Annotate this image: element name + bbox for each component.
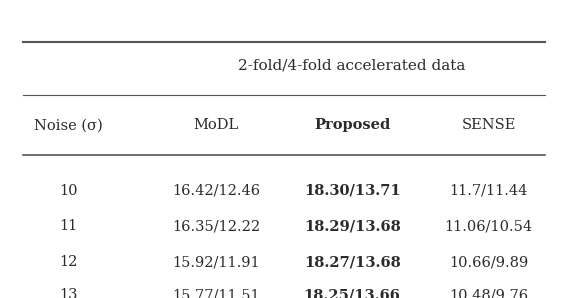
Text: Proposed: Proposed <box>314 118 390 132</box>
Text: 11: 11 <box>59 220 77 233</box>
Text: 18.30/13.71: 18.30/13.71 <box>304 184 400 198</box>
Text: 13: 13 <box>59 288 77 298</box>
Text: Noise (σ): Noise (σ) <box>34 118 103 132</box>
Text: 10.48/9.76: 10.48/9.76 <box>449 288 528 298</box>
Text: 11.7/11.44: 11.7/11.44 <box>449 184 528 198</box>
Text: 16.35/12.22: 16.35/12.22 <box>172 220 260 233</box>
Text: 15.92/11.91: 15.92/11.91 <box>172 255 260 269</box>
Text: MoDL: MoDL <box>193 118 239 132</box>
Text: 10.66/9.89: 10.66/9.89 <box>449 255 528 269</box>
Text: 16.42/12.46: 16.42/12.46 <box>172 184 260 198</box>
Text: 15.77/11.51: 15.77/11.51 <box>172 288 260 298</box>
Text: 12: 12 <box>59 255 77 269</box>
Text: SENSE: SENSE <box>461 118 516 132</box>
Text: 10: 10 <box>59 184 77 198</box>
Text: 2-fold/4-fold accelerated data: 2-fold/4-fold accelerated data <box>239 59 466 72</box>
Text: 18.29/13.68: 18.29/13.68 <box>304 220 400 233</box>
Text: 18.25/13.66: 18.25/13.66 <box>304 288 400 298</box>
Text: 18.27/13.68: 18.27/13.68 <box>304 255 400 269</box>
Text: 11.06/10.54: 11.06/10.54 <box>444 220 533 233</box>
